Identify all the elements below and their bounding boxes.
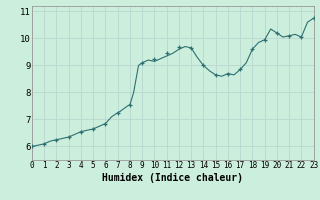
X-axis label: Humidex (Indice chaleur): Humidex (Indice chaleur) — [102, 173, 243, 183]
